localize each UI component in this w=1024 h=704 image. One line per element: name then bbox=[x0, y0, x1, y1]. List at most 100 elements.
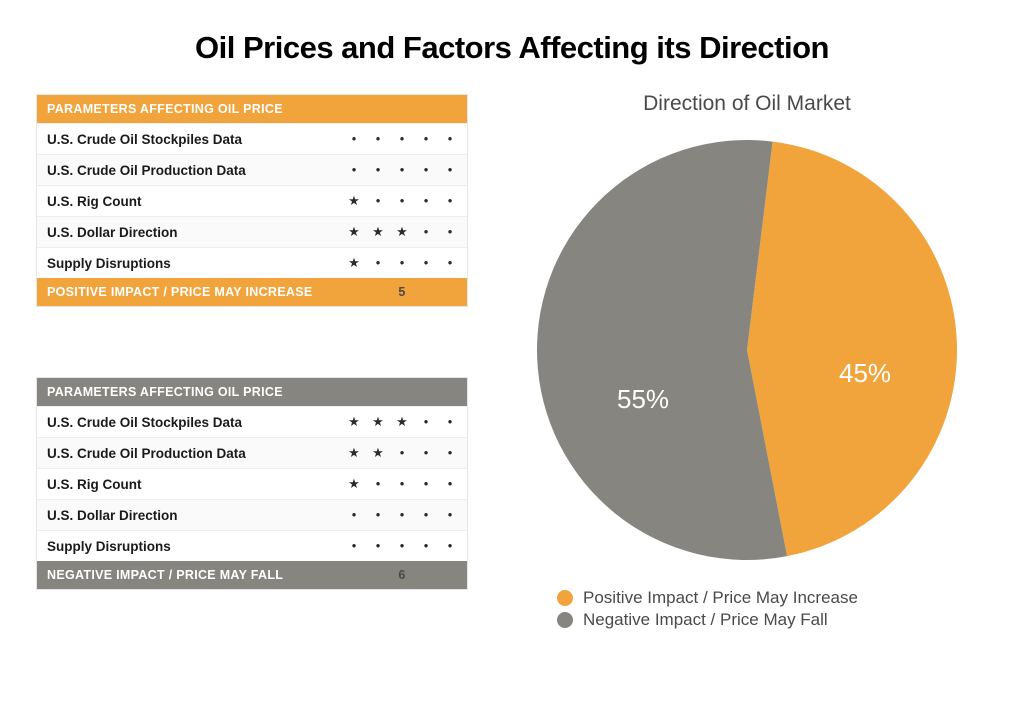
dot-icon: • bbox=[371, 477, 385, 491]
dot-icon: • bbox=[419, 163, 433, 177]
pie-label-positive: 45% bbox=[839, 358, 891, 389]
dot-icon: • bbox=[419, 446, 433, 460]
table-row: U.S. Crude Oil Stockpiles Data••••• bbox=[37, 123, 467, 154]
row-rating: ★ • • • • bbox=[347, 477, 457, 491]
dot-icon: • bbox=[419, 132, 433, 146]
pie-chart: 45% 55% bbox=[527, 130, 967, 570]
legend-item-negative: Negative Impact / Price May Fall bbox=[557, 610, 937, 630]
dot-icon: • bbox=[443, 163, 457, 177]
dot-icon: • bbox=[395, 194, 409, 208]
row-label: Supply Disruptions bbox=[47, 539, 347, 554]
table-row: U.S. Dollar Direction★★★•• bbox=[37, 216, 467, 247]
chart-column: Direction of Oil Market 45% 55% Positive … bbox=[498, 90, 996, 632]
star-icon: ★ bbox=[347, 446, 361, 460]
dot-icon: • bbox=[419, 508, 433, 522]
dot-icon: • bbox=[419, 256, 433, 270]
dot-icon: • bbox=[443, 508, 457, 522]
dot-icon: • bbox=[395, 163, 409, 177]
star-icon: ★ bbox=[371, 446, 385, 460]
dot-icon: • bbox=[419, 477, 433, 491]
row-label: U.S. Crude Oil Production Data bbox=[47, 163, 347, 178]
legend-swatch-icon bbox=[557, 590, 573, 606]
row-rating: ★ • • • • bbox=[347, 256, 457, 270]
dot-icon: • bbox=[395, 539, 409, 553]
row-rating: ★ • • • • bbox=[347, 194, 457, 208]
row-label: U.S. Rig Count bbox=[47, 194, 347, 209]
chart-title: Direction of Oil Market bbox=[498, 92, 996, 116]
tables-column: PARAMETERS AFFECTING OIL PRICE U.S. Crude… bbox=[28, 90, 468, 590]
star-icon: ★ bbox=[395, 415, 409, 429]
row-label: U.S. Crude Oil Stockpiles Data bbox=[47, 415, 347, 430]
dot-icon: • bbox=[419, 415, 433, 429]
dot-icon: • bbox=[395, 256, 409, 270]
table-row: U.S. Crude Oil Production Data••••• bbox=[37, 154, 467, 185]
footer-value: 5 bbox=[347, 285, 457, 299]
star-icon: ★ bbox=[347, 194, 361, 208]
star-icon: ★ bbox=[347, 415, 361, 429]
table-row: U.S. Crude Oil Production Data★★••• bbox=[37, 437, 467, 468]
table-row: Supply Disruptions••••• bbox=[37, 530, 467, 561]
star-icon: ★ bbox=[347, 477, 361, 491]
legend-item-positive: Positive Impact / Price May Increase bbox=[557, 588, 937, 608]
dot-icon: • bbox=[443, 194, 457, 208]
star-icon: ★ bbox=[371, 225, 385, 239]
dot-icon: • bbox=[371, 132, 385, 146]
row-label: U.S. Dollar Direction bbox=[47, 508, 347, 523]
dot-icon: • bbox=[443, 415, 457, 429]
row-label: U.S. Crude Oil Production Data bbox=[47, 446, 347, 461]
dot-icon: • bbox=[347, 508, 361, 522]
table-row: Supply Disruptions★•••• bbox=[37, 247, 467, 278]
row-label: U.S. Dollar Direction bbox=[47, 225, 347, 240]
table-header: PARAMETERS AFFECTING OIL PRICE bbox=[37, 95, 467, 123]
dot-icon: • bbox=[347, 163, 361, 177]
row-rating: • • • • • bbox=[347, 163, 457, 177]
row-rating: ★ ★ ★ • • bbox=[347, 415, 457, 429]
table-row: U.S. Crude Oil Stockpiles Data★★★•• bbox=[37, 406, 467, 437]
dot-icon: • bbox=[371, 539, 385, 553]
legend-swatch-icon bbox=[557, 612, 573, 628]
dot-icon: • bbox=[395, 446, 409, 460]
table-footer: NEGATIVE IMPACT / PRICE MAY FALL6 bbox=[37, 561, 467, 589]
row-rating: ••••• bbox=[347, 132, 457, 146]
dot-icon: • bbox=[443, 446, 457, 460]
table-row: U.S. Dollar Direction••••• bbox=[37, 499, 467, 530]
page-title: Oil Prices and Factors Affecting its Dir… bbox=[28, 30, 996, 66]
footer-label: NEGATIVE IMPACT / PRICE MAY FALL bbox=[47, 568, 347, 582]
dot-icon: • bbox=[395, 508, 409, 522]
pie-label-negative: 55% bbox=[617, 384, 669, 415]
dot-icon: • bbox=[443, 477, 457, 491]
dot-icon: • bbox=[395, 477, 409, 491]
row-rating: ★ ★ • • • bbox=[347, 446, 457, 460]
dot-icon: • bbox=[443, 225, 457, 239]
dot-icon: • bbox=[371, 256, 385, 270]
footer-label: POSITIVE IMPACT / PRICE MAY INCREASE bbox=[47, 285, 347, 299]
pie-slice-positive bbox=[747, 142, 957, 557]
parameters-table-positive: PARAMETERS AFFECTING OIL PRICE U.S. Crude… bbox=[36, 94, 468, 307]
star-icon: ★ bbox=[395, 225, 409, 239]
chart-legend: Positive Impact / Price May IncreaseNega… bbox=[557, 588, 937, 630]
row-rating: ★★★•• bbox=[347, 225, 457, 239]
footer-value: 6 bbox=[347, 568, 457, 582]
dot-icon: • bbox=[347, 539, 361, 553]
row-rating: • • • • • bbox=[347, 508, 457, 522]
table-footer: POSITIVE IMPACT / PRICE MAY INCREASE5 bbox=[37, 278, 467, 306]
dot-icon: • bbox=[443, 539, 457, 553]
legend-label: Positive Impact / Price May Increase bbox=[583, 588, 858, 608]
table-header: PARAMETERS AFFECTING OIL PRICE bbox=[37, 378, 467, 406]
legend-label: Negative Impact / Price May Fall bbox=[583, 610, 828, 630]
row-label: U.S. Crude Oil Stockpiles Data bbox=[47, 132, 347, 147]
dot-icon: • bbox=[347, 132, 361, 146]
row-label: U.S. Rig Count bbox=[47, 477, 347, 492]
dot-icon: • bbox=[419, 539, 433, 553]
dot-icon: • bbox=[443, 256, 457, 270]
star-icon: ★ bbox=[371, 415, 385, 429]
dot-icon: • bbox=[395, 132, 409, 146]
star-icon: ★ bbox=[347, 225, 361, 239]
dot-icon: • bbox=[419, 194, 433, 208]
dot-icon: • bbox=[371, 194, 385, 208]
table-row: U.S. Rig Count★ • • • • bbox=[37, 468, 467, 499]
table-row: U.S. Rig Count★ • • • • bbox=[37, 185, 467, 216]
star-icon: ★ bbox=[347, 256, 361, 270]
dot-icon: • bbox=[371, 163, 385, 177]
dot-icon: • bbox=[371, 508, 385, 522]
